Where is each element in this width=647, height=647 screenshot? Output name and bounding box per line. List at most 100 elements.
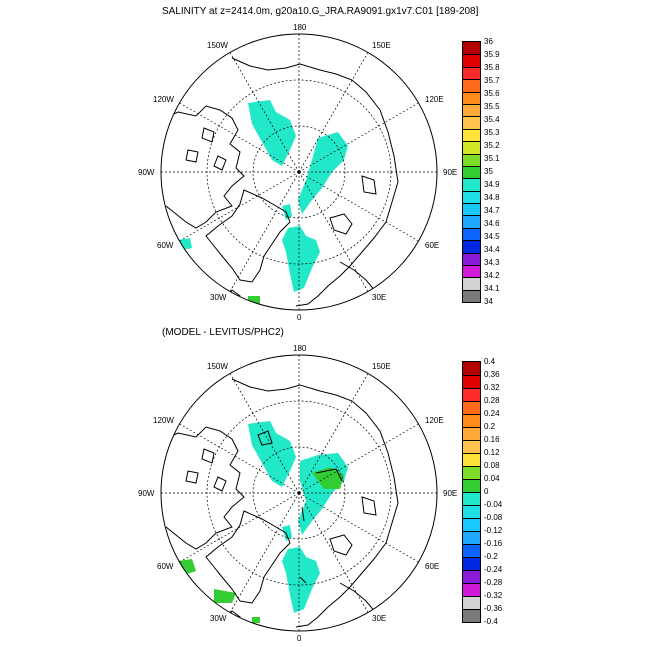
map2-lon-label-0: 0 bbox=[297, 634, 302, 643]
map2-lon-label-30w: 30W bbox=[210, 614, 227, 623]
map1-colorbar-swatch bbox=[463, 153, 480, 166]
map2-colorbar-swatch bbox=[463, 570, 480, 583]
map1-colorbar-label: 35.6 bbox=[484, 89, 500, 99]
map1-colorbar-swatch bbox=[463, 215, 480, 228]
map2-lon-label-180: 180 bbox=[293, 344, 307, 353]
map2-lon-label-120w: 120W bbox=[153, 416, 174, 425]
map1-colorbar-label: 34.6 bbox=[484, 219, 500, 229]
map1-lon-label-60w: 60W bbox=[157, 241, 174, 250]
map2-colorbar-label: -0.28 bbox=[484, 578, 503, 587]
map1-lon-label-150e: 150E bbox=[372, 41, 391, 50]
map1-colorbar-swatch bbox=[463, 42, 480, 55]
map1-colorbar-swatch bbox=[463, 252, 480, 266]
map1-colorbar-swatch bbox=[463, 240, 480, 253]
map2-colorbar-label: -0.04 bbox=[484, 500, 503, 509]
map2-graticule bbox=[161, 355, 437, 631]
map2-colorbar-swatch bbox=[463, 531, 480, 544]
map1-lon-label-120e: 120E bbox=[425, 95, 444, 104]
map2-colorbar-swatch bbox=[463, 401, 480, 414]
map1-colorbar-label: 35.4 bbox=[484, 115, 500, 125]
map1-colorbar-label: 34.9 bbox=[484, 180, 500, 190]
map2-colorbar-label: -0.16 bbox=[484, 539, 503, 548]
map2-patch-canada-basin bbox=[248, 421, 296, 487]
map2-colorbar-swatch bbox=[463, 427, 480, 440]
map1-colorbar-swatch bbox=[463, 66, 480, 80]
map1-colorbar-label: 35.7 bbox=[484, 76, 500, 86]
map2-coast-eurasia bbox=[231, 378, 399, 628]
map1-colorbar-label: 34 bbox=[484, 297, 493, 307]
map1-lon-label-60e: 60E bbox=[425, 241, 440, 250]
map2-colorbar-swatch bbox=[463, 596, 480, 609]
map2-colorbar-label: 0.04 bbox=[484, 474, 500, 483]
map2-colorbar-swatch bbox=[463, 440, 480, 453]
map2-colorbar-swatch bbox=[463, 479, 480, 492]
map2-patch-fram bbox=[282, 547, 320, 613]
map2-patch-eurasian-basin bbox=[298, 453, 348, 535]
map2-lon-label-90e: 90E bbox=[443, 489, 458, 498]
map2-colorbar-label: -0.2 bbox=[484, 552, 498, 561]
map1-colorbar-swatch bbox=[463, 277, 480, 290]
map2-colorbar-label: -0.24 bbox=[484, 565, 503, 574]
map1-colorbar-label: 34.2 bbox=[484, 271, 500, 281]
map2-lon-label-90w: 90W bbox=[138, 489, 155, 498]
map1-lon-label-90w: 90W bbox=[138, 168, 155, 177]
map2-colorbar-label: 0 bbox=[484, 487, 489, 496]
map2-colorbar-swatches bbox=[462, 361, 481, 623]
map1-panel: 180 150E 120E 90E 60E 30E 0 30W 60W 90W … bbox=[0, 0, 647, 323]
map2-colorbar-label: -0.4 bbox=[484, 617, 498, 626]
map2-patch-nordic bbox=[282, 525, 292, 541]
map1-colorbar-swatch bbox=[463, 190, 480, 204]
map1-colorbar-swatch bbox=[463, 165, 480, 179]
map1-colorbar-label: 34.5 bbox=[484, 232, 500, 242]
map2-colorbar-swatch bbox=[463, 609, 480, 622]
map2-polar-plot bbox=[160, 354, 438, 632]
map2-colorbar-label: 0.4 bbox=[484, 357, 496, 366]
map1-colorbar-label: 36 bbox=[484, 37, 493, 46]
map2-colorbar-swatch bbox=[463, 362, 480, 375]
map2-title: (MODEL - LEVITUS/PHC2) bbox=[162, 327, 284, 338]
map2-patch-atlantic bbox=[214, 589, 236, 603]
map2-boundary bbox=[160, 354, 438, 632]
map2-colorbar-label: 0.12 bbox=[484, 448, 500, 457]
map1-colorbar-label: 35.2 bbox=[484, 141, 500, 151]
map1-coast-islands bbox=[185, 127, 377, 235]
map1-colorbar-label: 35.5 bbox=[484, 102, 500, 112]
map2-colorbar-swatch bbox=[463, 492, 480, 505]
map1-coast-eurasia bbox=[231, 57, 399, 307]
map2-colorbar-swatch bbox=[463, 388, 480, 401]
map1-colorbar-swatch bbox=[463, 265, 480, 278]
map2-colorbar-swatch bbox=[463, 375, 480, 388]
map1-colorbar-label: 34.1 bbox=[484, 284, 500, 294]
map2-colorbar-label: -0.12 bbox=[484, 526, 503, 535]
map1-colorbar-swatch bbox=[463, 227, 480, 241]
map1-colorbar-label: 34.7 bbox=[484, 206, 500, 216]
map1-coast-uk bbox=[225, 289, 241, 305]
map1-patch-eurasian-basin bbox=[298, 132, 348, 214]
map1-lon-label-30e: 30E bbox=[372, 293, 387, 302]
map2-zero-contours bbox=[257, 430, 343, 584]
map1-colorbar-swatches bbox=[462, 41, 481, 304]
map1-colorbar-swatch bbox=[463, 141, 480, 154]
map2-colorbar-swatch bbox=[463, 583, 480, 596]
map2-coastlines bbox=[164, 378, 399, 630]
map2-colorbar-label: -0.32 bbox=[484, 591, 503, 600]
map2-colorbar-swatch bbox=[463, 557, 480, 570]
map1-colorbar-swatch bbox=[463, 54, 480, 67]
map1-lon-label-90e: 90E bbox=[443, 168, 458, 177]
map2-colorbar-label: 0.24 bbox=[484, 409, 500, 418]
map1-colorbar-swatch bbox=[463, 79, 480, 92]
map1-salinity-patches bbox=[178, 100, 348, 304]
map1-patch-nordic bbox=[282, 204, 292, 220]
map2-colorbar-swatch bbox=[463, 505, 480, 518]
map1-coast-greenland bbox=[205, 189, 291, 283]
map2-colorbar-swatch bbox=[463, 544, 480, 557]
map1-title: SALINITY at z=2414.0m, g20a10.G_JRA.RA90… bbox=[162, 6, 479, 17]
map2-lon-label-30e: 30E bbox=[372, 614, 387, 623]
map1-lon-label-30w: 30W bbox=[210, 293, 227, 302]
map2-colorbar: 0.4 0.36 0.32 0.28 0.24 0.2 0.16 0.12 0.08 0.04 0 -… bbox=[462, 358, 502, 626]
map2-colorbar-label: 0.08 bbox=[484, 461, 500, 470]
map1-boundary bbox=[160, 33, 438, 311]
map2-lon-label-60e: 60E bbox=[425, 562, 440, 571]
map1-patch-canada-basin bbox=[248, 100, 296, 166]
map1-colorbar-label: 35.3 bbox=[484, 128, 500, 138]
